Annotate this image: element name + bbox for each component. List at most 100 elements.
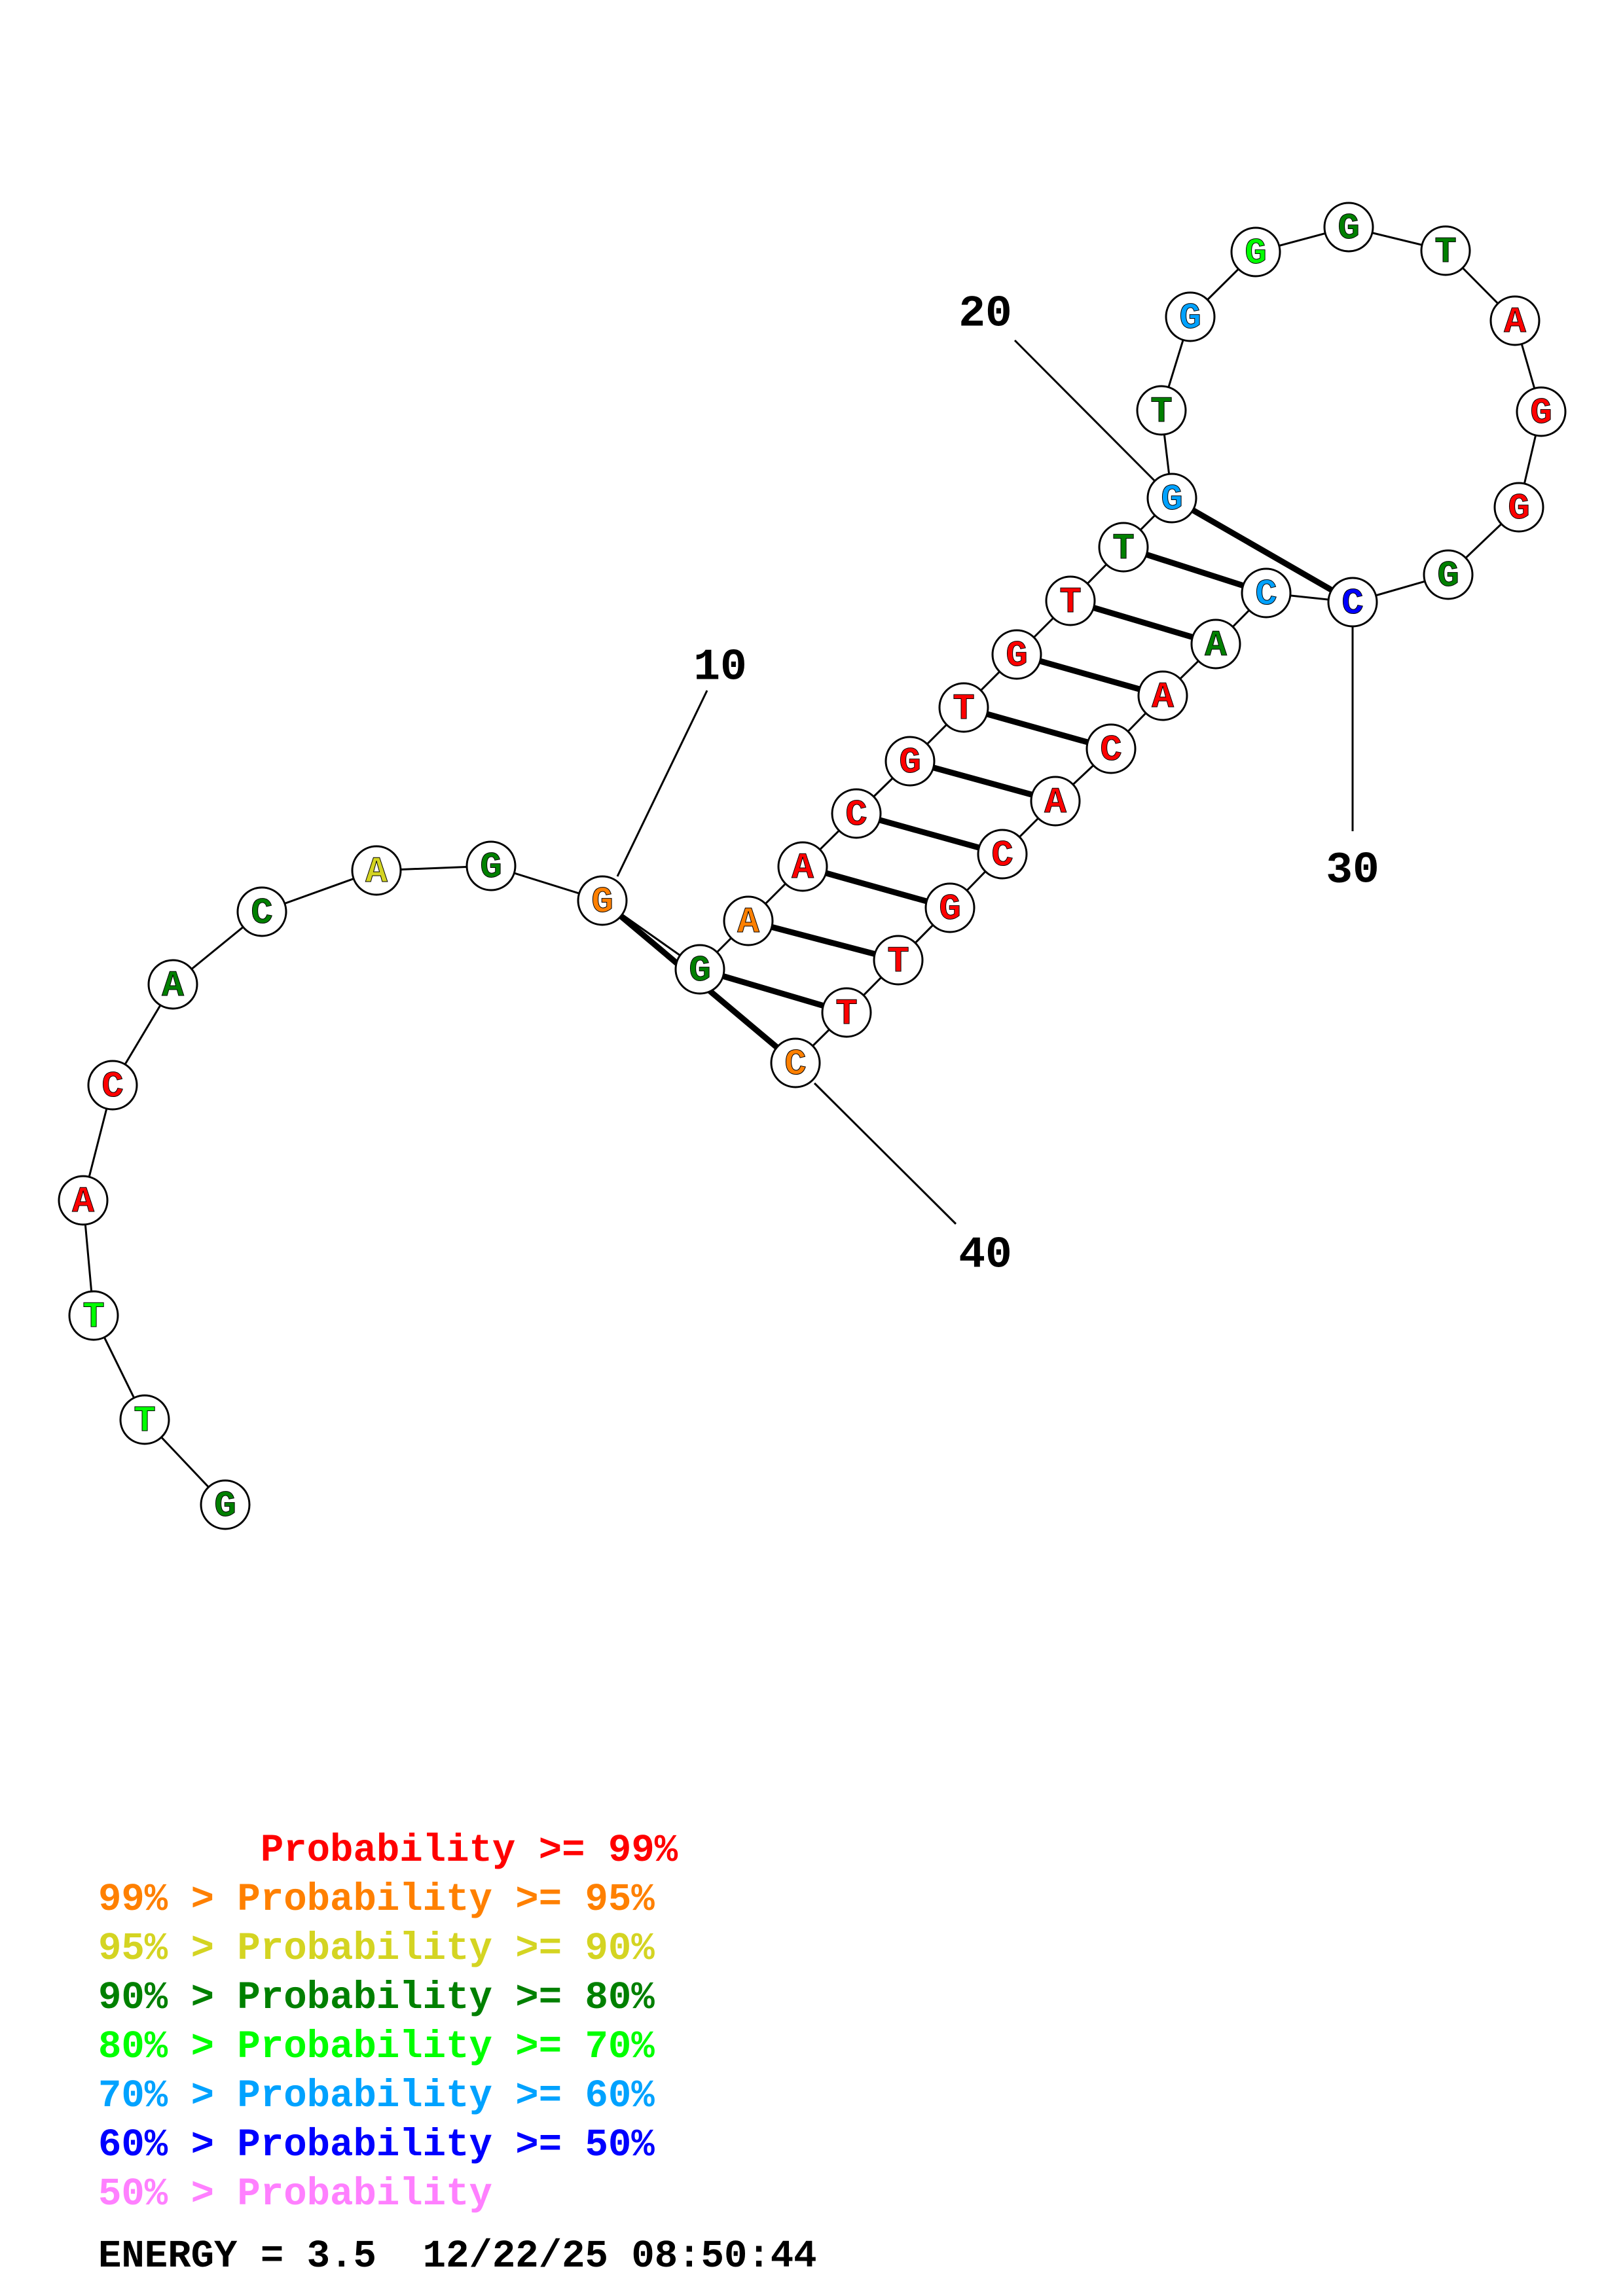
nucleotide-letter: C (991, 834, 1013, 876)
nucleotide-letter: G (1245, 232, 1267, 274)
nucleotide-letter: A (1504, 301, 1526, 343)
nucleotide: A (351, 845, 402, 896)
nucleotide: T (1045, 575, 1096, 626)
base-pair-bond (1170, 495, 1355, 605)
base-pair-bond (855, 810, 1004, 857)
nucleotide-circle (147, 959, 198, 1010)
nucleotide-circle (119, 1394, 170, 1445)
nucleotide-letter: T (887, 941, 909, 982)
nucleotide-letter: C (1100, 729, 1122, 771)
nucleotide-letter: G (1530, 392, 1552, 434)
nucleotide-letter: G (1179, 297, 1201, 339)
nucleotide-circle (68, 1290, 119, 1341)
nucleotide: G (884, 736, 936, 787)
nucleotide-letter: G (214, 1485, 236, 1527)
nucleotide-letter: C (845, 794, 867, 836)
base-pair-bond (1015, 651, 1164, 699)
nucleotide: A (1137, 670, 1188, 721)
position-labels: 10 20 30 40 (693, 289, 1379, 1281)
nucleotide: G (674, 944, 725, 995)
nucleotide: G (1493, 482, 1544, 533)
nucleotide: G (1230, 226, 1281, 278)
position-label-leader (616, 690, 708, 877)
nucleotide-circle (1098, 522, 1149, 573)
nucleotide-letter: A (1044, 781, 1067, 823)
nucleotide-circle (577, 875, 628, 926)
position-label: 10 (693, 643, 747, 693)
position-label: 30 (1326, 846, 1379, 896)
nucleotide-letter: T (134, 1400, 156, 1442)
nucleotide-circle (1327, 577, 1378, 628)
nucleotide: T (68, 1290, 119, 1341)
nucleotide-circle (1136, 385, 1187, 436)
nucleotide: A (1030, 776, 1081, 827)
nucleotide: G (1146, 473, 1197, 524)
nucleotide-letter: G (899, 742, 921, 783)
nucleotide-circle (777, 841, 828, 892)
base-pair-bond (699, 966, 848, 1016)
nucleotide-circle (1241, 567, 1292, 619)
position-label: 40 (958, 1230, 1012, 1281)
nucleotide-circle (1165, 291, 1216, 342)
nucleotide-circle (1423, 549, 1474, 600)
nucleotide-letter: G (480, 846, 502, 888)
nucleotide: C (87, 1060, 138, 1111)
nucleotide-circle (236, 886, 287, 937)
nucleotide: C (236, 886, 287, 937)
nucleotide-circle (1146, 473, 1197, 524)
nucleotide: A (777, 841, 828, 892)
nucleotide: T (938, 682, 989, 733)
position-label: 20 (958, 289, 1012, 340)
nucleotide-circle (924, 882, 976, 933)
energy-timestamp: ENERGY = 3.5 12/22/25 08:50:44 (98, 2234, 817, 2278)
nucleotide-letter: G (1006, 635, 1028, 677)
nucleotide-letter: T (1434, 231, 1457, 273)
nucleotide-circle (1190, 619, 1241, 670)
nucleotide-circle (1489, 295, 1541, 346)
base-pair-bond (747, 918, 900, 963)
nucleotide: C (977, 829, 1028, 880)
nucleotide: C (831, 788, 882, 839)
nucleotide: G (200, 1479, 251, 1530)
legend-entry: 99% > Probability >= 95% (98, 1878, 655, 1922)
nucleotide-letter: A (365, 851, 388, 893)
nucleotide-circle (991, 629, 1042, 680)
nucleotide-circle (938, 682, 989, 733)
nucleotide-circle (873, 935, 924, 986)
nucleotide-letter: G (689, 950, 711, 992)
nucleotide-letter: A (792, 847, 814, 889)
nucleotide-letter: A (1205, 624, 1227, 666)
nucleotide: G (465, 840, 517, 891)
nucleotide: C (770, 1037, 821, 1088)
base-pair-bond (962, 704, 1112, 752)
nucleotide-circle (87, 1060, 138, 1111)
nucleotide-circle (1493, 482, 1544, 533)
nucleotide: T (1136, 385, 1187, 436)
nucleotide-letter: T (953, 688, 975, 730)
nucleotide-circle (200, 1479, 251, 1530)
nucleotide: A (723, 895, 774, 946)
nucleotide-circle (58, 1175, 109, 1226)
nucleotide-circle (1045, 575, 1096, 626)
legend-entry: 80% > Probability >= 70% (98, 2025, 655, 2069)
nucleotide-letter: C (251, 892, 273, 934)
nucleotide: G (991, 629, 1042, 680)
nucleotide-letter: C (1255, 573, 1277, 615)
nucleotide: G (577, 875, 628, 926)
nucleotide: G (1165, 291, 1216, 342)
nucleotide-letter: G (1437, 555, 1459, 597)
legend-entry: 90% > Probability >= 80% (98, 1976, 655, 2020)
nucleotide: A (1489, 295, 1541, 346)
legend-entry: 60% > Probability >= 50% (98, 2123, 655, 2167)
nucleotide-letter: A (72, 1181, 94, 1223)
nucleotide-letter: G (939, 888, 961, 930)
nucleotide: C (1327, 577, 1378, 628)
nucleotide: A (58, 1175, 109, 1226)
nucleotide-circle (1085, 723, 1137, 774)
nucleotide-letter: C (101, 1066, 124, 1107)
nucleotide-circle (884, 736, 936, 787)
base-pair-bond (1069, 598, 1217, 647)
nucleotide-letter: A (162, 965, 184, 1007)
nucleotide-circle (1230, 226, 1281, 278)
